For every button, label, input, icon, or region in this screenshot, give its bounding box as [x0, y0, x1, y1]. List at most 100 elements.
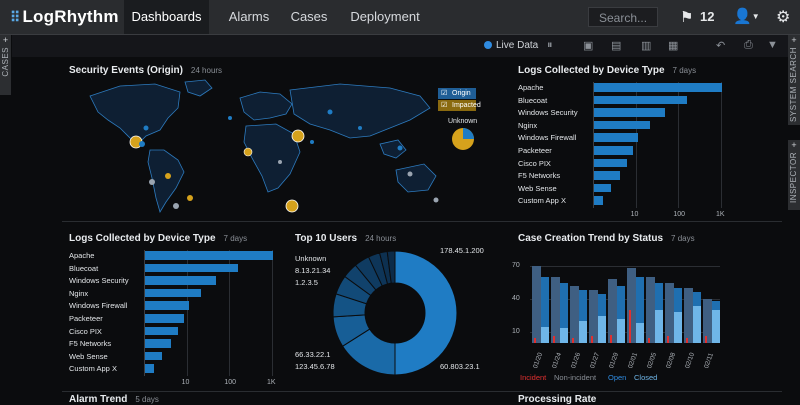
map-marker-gray[interactable]	[173, 203, 179, 209]
bar[interactable]	[594, 133, 639, 142]
live-data-toggle[interactable]: Live Data	[484, 40, 538, 51]
tab-deployment[interactable]: Deployment	[345, 0, 425, 34]
legend-impacted[interactable]: ☑ Impacted	[438, 100, 481, 111]
bar[interactable]	[594, 95, 687, 105]
bar-closed[interactable]	[597, 315, 607, 343]
map-marker-blue[interactable]	[327, 109, 333, 115]
bar[interactable]	[145, 364, 154, 373]
settings-gear-icon[interactable]: ⚙	[776, 9, 791, 26]
cases-side-tab[interactable]: + CASES	[0, 35, 11, 95]
bar-open[interactable]	[616, 285, 626, 343]
bar-nonincident[interactable]	[665, 282, 674, 343]
donut-slice[interactable]	[386, 250, 396, 284]
bar-nonincident[interactable]	[551, 277, 560, 343]
bar[interactable]	[145, 326, 179, 336]
inspector-side-tab[interactable]: + INSPECTOR	[788, 140, 800, 210]
map-marker-gray[interactable]	[149, 179, 155, 185]
bar-incident[interactable]	[591, 336, 593, 343]
bar-incident[interactable]	[648, 337, 650, 343]
bar[interactable]	[145, 339, 171, 348]
flag-icon[interactable]: ⚑	[680, 9, 694, 26]
map-marker-gray[interactable]	[407, 171, 413, 177]
save-icon[interactable]: ▥	[641, 40, 652, 52]
bar[interactable]	[145, 276, 216, 285]
bar[interactable]	[594, 196, 603, 205]
bar-nonincident[interactable]	[646, 277, 655, 343]
bar[interactable]	[145, 314, 184, 323]
map-marker-gold[interactable]	[165, 173, 171, 179]
bar[interactable]	[145, 351, 162, 361]
pause-icon[interactable]: ⏸	[547, 39, 553, 51]
bar-closed[interactable]	[540, 326, 550, 343]
bar[interactable]	[145, 301, 190, 310]
bar-closed[interactable]	[635, 323, 645, 343]
export-icon[interactable]: ▦	[668, 40, 679, 52]
tab-alarms[interactable]: Alarms	[218, 0, 280, 34]
bar-incident[interactable]	[667, 336, 669, 343]
bar[interactable]	[145, 263, 238, 273]
donut-slice[interactable]	[394, 250, 458, 376]
tab-cases[interactable]: Cases	[283, 0, 335, 34]
bar-nonincident[interactable]	[532, 266, 541, 343]
legend-origin[interactable]: ☑ Origin	[438, 88, 476, 99]
bar[interactable]	[145, 251, 273, 260]
bar-open[interactable]	[540, 277, 550, 343]
system-search-side-tab[interactable]: + SYSTEM SEARCH	[788, 35, 800, 125]
bar-incident[interactable]	[686, 337, 688, 343]
bar-nonincident[interactable]	[589, 290, 598, 343]
map-marker-blue[interactable]	[143, 125, 149, 131]
bar-incident[interactable]	[705, 336, 707, 343]
bar-incident[interactable]	[572, 337, 574, 343]
bar[interactable]	[594, 146, 633, 155]
map-marker-blue[interactable]	[397, 145, 403, 151]
bar-closed[interactable]	[559, 327, 569, 343]
tab-dashboards[interactable]: Dashboards	[124, 0, 209, 34]
bar[interactable]	[145, 288, 201, 298]
map-marker-blue[interactable]	[358, 126, 362, 130]
bar[interactable]	[594, 158, 628, 168]
bar-open[interactable]	[578, 290, 588, 343]
map-marker-gold[interactable]	[187, 195, 193, 201]
bar-nonincident[interactable]	[570, 285, 579, 343]
map-marker-gold[interactable]	[243, 147, 253, 157]
legend-item[interactable]: Non-incident	[554, 373, 597, 382]
print-icon[interactable]: ⎙	[744, 39, 753, 51]
map-marker-gold[interactable]	[291, 129, 305, 143]
bar[interactable]	[594, 171, 620, 180]
bar-nonincident[interactable]	[703, 299, 712, 343]
bar-nonincident[interactable]	[608, 279, 617, 343]
bar[interactable]	[594, 83, 722, 92]
undo-icon[interactable]: ↶	[716, 40, 726, 52]
bar-incident[interactable]	[629, 310, 631, 343]
bar-closed[interactable]	[654, 310, 664, 343]
bar-closed[interactable]	[711, 310, 721, 343]
add-widget-icon[interactable]: ▣	[583, 40, 594, 52]
map-marker-gold[interactable]	[285, 199, 299, 213]
bar-incident[interactable]	[534, 337, 536, 343]
map-marker-gray[interactable]	[278, 160, 282, 164]
map-marker-blue[interactable]	[139, 141, 145, 147]
user-menu-icon[interactable]: 👤▼	[733, 8, 760, 25]
bar-nonincident[interactable]	[627, 268, 636, 343]
map-marker-blue[interactable]	[310, 140, 314, 144]
bar[interactable]	[594, 120, 650, 130]
bar-open[interactable]	[635, 277, 645, 343]
bar[interactable]	[594, 108, 665, 117]
legend-item[interactable]: Incident	[520, 373, 547, 382]
logrhythm-logo[interactable]: ⠿ LogRhythm	[10, 7, 119, 27]
legend-item[interactable]: Open	[608, 373, 627, 382]
bar-incident[interactable]	[610, 335, 612, 343]
bar-open[interactable]	[559, 282, 569, 343]
search-input[interactable]: Search...	[588, 7, 658, 27]
bar-closed[interactable]	[673, 312, 683, 343]
bar[interactable]	[594, 183, 611, 193]
layout-icon[interactable]: ▤	[611, 40, 622, 52]
bar-closed[interactable]	[616, 318, 626, 343]
map-marker-gray[interactable]	[433, 197, 439, 203]
bar-incident[interactable]	[553, 336, 555, 343]
legend-item[interactable]: Closed	[634, 373, 658, 382]
bar-closed[interactable]	[578, 321, 588, 343]
bar-nonincident[interactable]	[684, 288, 693, 343]
bar-closed[interactable]	[692, 305, 702, 343]
filter-icon[interactable]: ▼	[767, 39, 778, 51]
